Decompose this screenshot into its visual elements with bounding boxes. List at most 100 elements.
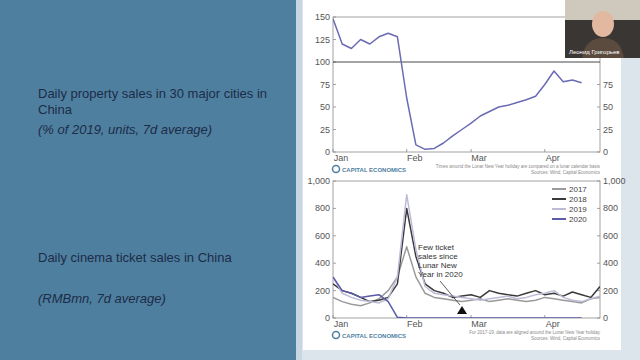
y-tick-label: 25 (320, 125, 330, 135)
y-tick (333, 39, 336, 40)
y2-tick-label: 25 (603, 125, 613, 135)
plot-frame (333, 181, 600, 318)
x-tick-label: Feb (407, 319, 423, 329)
annotation-line: Few ticket (418, 243, 455, 252)
page: {"slide": {"speaker": "Леонид Григорьев"… (0, 0, 640, 360)
y2-tick (597, 235, 600, 236)
y2-tick-label: 0 (603, 147, 608, 157)
line (333, 19, 582, 150)
x-tick-label: Apr (546, 153, 560, 163)
y2-tick-label: 0 (603, 313, 608, 323)
source: Sources: Wind, Capital Economics (531, 170, 601, 175)
line (333, 247, 600, 306)
x-tick (471, 149, 472, 152)
y-tick (333, 235, 336, 236)
y2-tick (597, 84, 600, 85)
logo-icon (333, 332, 340, 339)
chart-title: Daily cinema ticket sales in China (38, 250, 273, 266)
webcam-face (592, 11, 614, 37)
y2-tick (597, 129, 600, 130)
y-tick-label: 400 (315, 258, 330, 268)
left-panel (0, 0, 296, 360)
x-tick (406, 149, 407, 152)
chart-panel (303, 0, 621, 350)
y-tick (333, 17, 336, 18)
y2-tick-label: 50 (603, 102, 613, 112)
y-tick (333, 290, 336, 291)
x-tick-label: Mar (471, 153, 487, 163)
y-tick-label: 0 (325, 313, 330, 323)
x-tick-label: Apr (546, 319, 560, 329)
y2-tick (597, 181, 600, 182)
webcam: Леонид Григорьев (565, 0, 640, 58)
logo: CAPITAL ECONOMICS (342, 167, 406, 173)
y-tick-label: 0 (325, 147, 330, 157)
y-tick (333, 129, 336, 130)
chart-title: Daily property sales in 30 major cities … (38, 86, 273, 118)
annotation-line: Lunar New (418, 261, 457, 270)
y2-tick-label: 75 (603, 80, 613, 90)
y2-tick (597, 152, 600, 153)
x-tick (333, 149, 334, 152)
x-tick-label: Mar (471, 319, 487, 329)
y-tick-label: 125 (315, 35, 330, 45)
y2-tick-label: 800 (603, 203, 618, 213)
y2-tick (597, 107, 600, 108)
y-tick-label: 600 (315, 231, 330, 241)
x-tick-label: Jan (334, 153, 349, 163)
y-tick-label: 1,000 (307, 176, 330, 186)
y-tick-label: 75 (320, 80, 330, 90)
chart-subtitle: (RMBmn, 7d average) (38, 291, 273, 307)
line (333, 277, 582, 318)
note: For 2017-19, data are aligned around the… (469, 330, 601, 335)
y2-tick-label: 400 (603, 258, 618, 268)
legend-swatch (552, 218, 566, 220)
y-tick (333, 181, 336, 182)
legend-label: 2019 (569, 205, 587, 214)
logo: CAPITAL ECONOMICS (342, 333, 406, 339)
source: Sources: Wind, Capital Economics (531, 336, 601, 341)
y-tick-label: 100 (315, 57, 330, 67)
legend-swatch (552, 208, 566, 210)
chart: 0 200 400 600 800 1,000 0 200 400 600 800 1,000 Jan F… (307, 176, 625, 341)
y2-tick (597, 208, 600, 209)
reference-line (333, 62, 600, 63)
legend-swatch (552, 198, 566, 200)
data-group (333, 19, 582, 150)
divider (296, 0, 302, 360)
y2-tick (597, 263, 600, 264)
annotation-line: sales since (418, 252, 458, 261)
legend-label: 2017 (569, 185, 587, 194)
legend-label: 2020 (569, 215, 587, 224)
y-tick-label: 800 (315, 203, 330, 213)
x-tick (333, 315, 334, 318)
annotation-line: Year in 2020 (418, 270, 463, 279)
y2-tick-label: 1,000 (603, 176, 626, 186)
y-tick (333, 208, 336, 209)
legend-swatch (552, 188, 566, 190)
legend-label: 2018 (569, 195, 587, 204)
line (333, 195, 600, 303)
y-tick (333, 84, 336, 85)
data-group (333, 195, 600, 318)
y-tick (333, 263, 336, 264)
x-tick-label: Jan (334, 319, 349, 329)
annotation-arrow (440, 281, 460, 305)
webcam-frame (565, 0, 640, 58)
y2-tick (597, 318, 600, 319)
y2-tick-label: 600 (603, 231, 618, 241)
y-tick (333, 107, 336, 108)
y-tick-label: 150 (315, 12, 330, 22)
annotation-marker (457, 306, 467, 314)
plot-frame (333, 17, 600, 152)
y-tick-label: 200 (315, 286, 330, 296)
x-tick (544, 149, 545, 152)
annotation: Few ticketsales sinceLunar NewYear in 20… (418, 243, 463, 279)
line (333, 208, 600, 301)
y2-tick-label: 200 (603, 286, 618, 296)
y-tick-label: 50 (320, 102, 330, 112)
chart-subtitle: (% of 2019, units, 7d average) (38, 122, 273, 138)
note: Times around the Lunar New Year holiday … (436, 164, 601, 169)
x-tick-label: Feb (407, 153, 423, 163)
webcam-body (582, 38, 624, 58)
